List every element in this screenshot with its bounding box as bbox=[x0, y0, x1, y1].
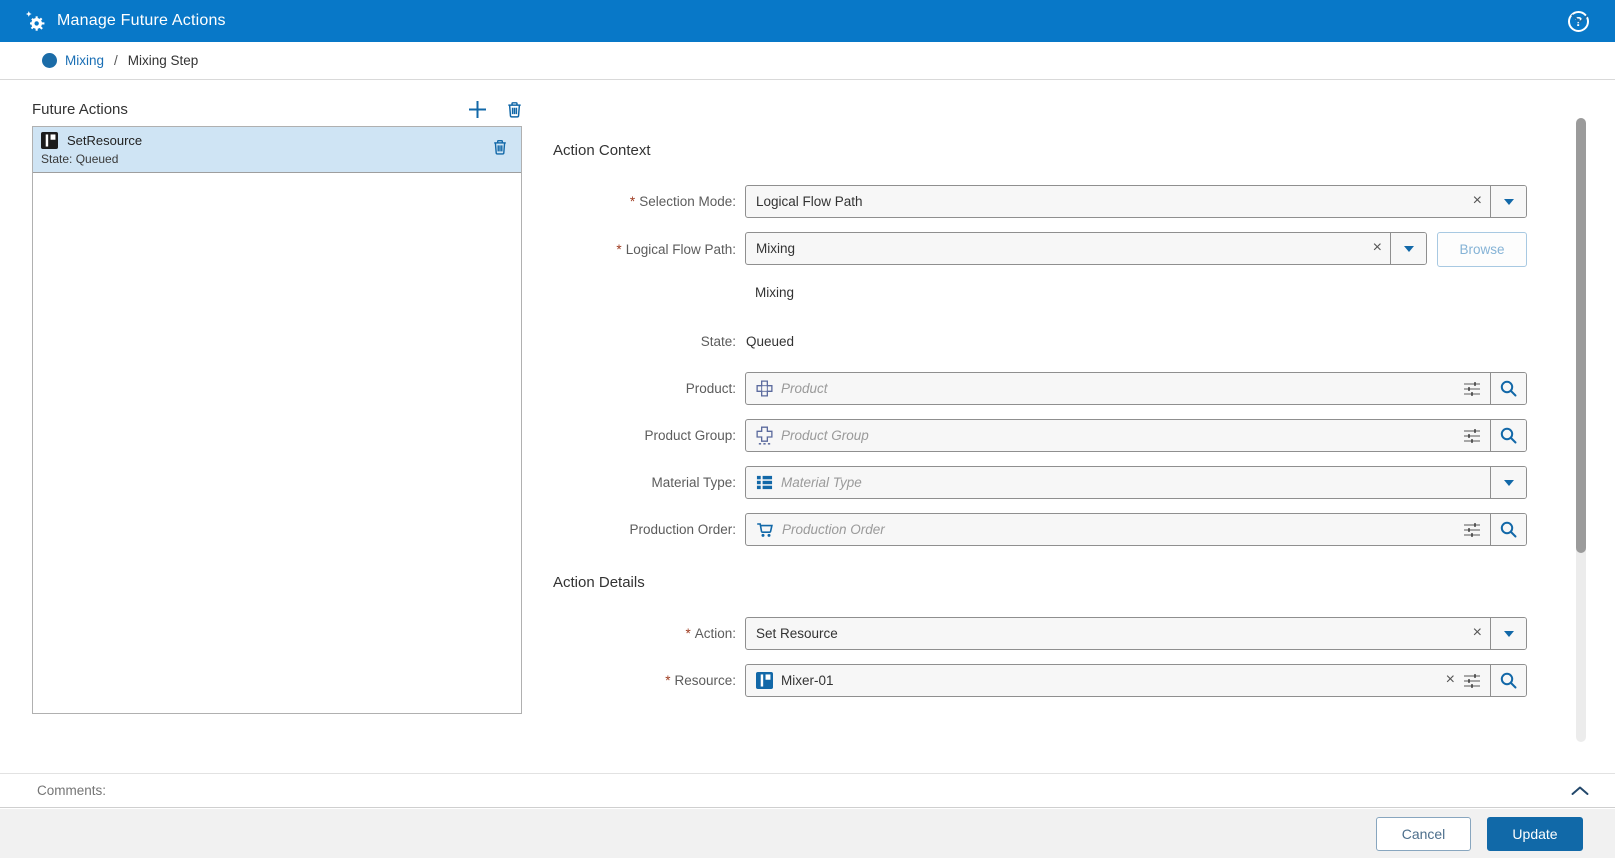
product-search-button[interactable] bbox=[1490, 373, 1526, 404]
page-title: Manage Future Actions bbox=[57, 12, 226, 29]
action-label: Action: bbox=[694, 626, 736, 641]
breadcrumb: Mixing / Mixing Step bbox=[0, 42, 1615, 80]
product-label: Product: bbox=[685, 381, 736, 396]
resource-label: Resource: bbox=[674, 673, 736, 688]
product-input[interactable]: Product bbox=[745, 372, 1527, 405]
selection-mode-combobox[interactable]: Logical Flow Path × bbox=[745, 185, 1527, 218]
clear-icon[interactable]: × bbox=[1445, 670, 1455, 688]
required-marker: * bbox=[629, 194, 636, 209]
product-row: Product: Product bbox=[553, 372, 1527, 405]
material-type-label: Material Type: bbox=[651, 475, 736, 490]
product-group-placeholder: Product Group bbox=[781, 428, 869, 443]
material-type-row: Material Type: Material Type bbox=[553, 466, 1527, 499]
selection-mode-value: Logical Flow Path bbox=[756, 194, 863, 209]
state-row: State: Queued bbox=[553, 334, 1527, 349]
delete-actions-button[interactable] bbox=[507, 101, 522, 118]
action-value: Set Resource bbox=[756, 626, 838, 641]
add-action-button[interactable] bbox=[468, 100, 487, 119]
logical-flow-path-row: * Logical Flow Path: Mixing × Browse bbox=[553, 232, 1527, 267]
vertical-scrollbar[interactable] bbox=[1576, 118, 1586, 742]
action-form: Action Context * Selection Mode: Logical … bbox=[553, 80, 1527, 697]
product-group-label: Product Group: bbox=[644, 428, 736, 443]
logical-flow-path-description-row: Mixing bbox=[553, 285, 1527, 300]
logical-flow-path-combobox[interactable]: Mixing × bbox=[745, 232, 1427, 265]
product-placeholder: Product bbox=[781, 381, 828, 396]
production-order-cart-icon bbox=[756, 522, 774, 538]
material-type-placeholder: Material Type bbox=[781, 475, 862, 490]
future-actions-list: SetResource State: Queued bbox=[32, 126, 522, 714]
action-row: * Action: Set Resource × bbox=[553, 617, 1527, 650]
context-status-icon bbox=[42, 53, 57, 68]
manage-actions-gear-icon bbox=[24, 10, 47, 33]
logical-flow-path-value: Mixing bbox=[756, 241, 796, 256]
list-item-state: State: Queued bbox=[41, 152, 119, 166]
production-order-placeholder: Production Order bbox=[782, 522, 885, 537]
action-dropdown-button[interactable] bbox=[1490, 618, 1526, 649]
product-group-row: Product Group: Product Group bbox=[553, 419, 1527, 452]
material-type-combobox[interactable]: Material Type bbox=[745, 466, 1527, 499]
comments-section[interactable]: Comments: bbox=[0, 773, 1615, 808]
clear-icon[interactable]: × bbox=[1472, 623, 1482, 641]
logical-flow-path-description: Mixing bbox=[755, 285, 795, 300]
filter-icon[interactable] bbox=[1463, 673, 1481, 689]
required-marker: * bbox=[616, 242, 622, 257]
section-action-context: Action Context bbox=[553, 142, 651, 159]
chevron-down-icon bbox=[1503, 630, 1514, 637]
production-order-search-button[interactable] bbox=[1490, 514, 1526, 545]
selection-mode-row: * Selection Mode: Logical Flow Path × bbox=[553, 185, 1527, 218]
logical-flow-path-label: Logical Flow Path: bbox=[625, 242, 736, 257]
chevron-down-icon bbox=[1403, 245, 1414, 252]
required-marker: * bbox=[665, 673, 671, 688]
state-label: State: bbox=[700, 334, 736, 349]
selection-mode-dropdown-button[interactable] bbox=[1490, 186, 1526, 217]
resource-row: * Resource: Mixer-01 × bbox=[553, 664, 1527, 697]
app-header: Manage Future Actions bbox=[0, 0, 1615, 42]
selection-mode-label: Selection Mode: bbox=[639, 194, 736, 209]
filter-icon[interactable] bbox=[1463, 428, 1481, 444]
production-order-row: Production Order: Production Order bbox=[553, 513, 1527, 546]
action-combobox[interactable]: Set Resource × bbox=[745, 617, 1527, 650]
required-marker: * bbox=[685, 626, 691, 641]
product-group-icon bbox=[756, 426, 773, 445]
breadcrumb-current: Mixing Step bbox=[127, 53, 199, 68]
filter-icon[interactable] bbox=[1463, 381, 1481, 397]
list-item-setresource[interactable]: SetResource State: Queued bbox=[33, 127, 521, 173]
delete-item-trash-icon[interactable] bbox=[493, 139, 507, 155]
future-actions-title: Future Actions bbox=[32, 100, 128, 118]
scrollbar-thumb[interactable] bbox=[1576, 118, 1586, 553]
breadcrumb-separator: / bbox=[114, 53, 118, 68]
list-item-name: SetResource bbox=[67, 133, 143, 148]
product-group-search-button[interactable] bbox=[1490, 420, 1526, 451]
chevron-down-icon bbox=[1503, 198, 1514, 205]
resource-icon bbox=[41, 132, 58, 149]
update-button[interactable]: Update bbox=[1487, 816, 1583, 851]
clear-icon[interactable]: × bbox=[1472, 191, 1482, 209]
cancel-button[interactable]: Cancel bbox=[1376, 816, 1471, 851]
future-actions-panel: Future Actions SetResource State: Queued bbox=[32, 96, 522, 714]
state-value: Queued bbox=[746, 334, 795, 349]
footer-action-bar: Cancel Update bbox=[0, 809, 1615, 858]
resource-icon bbox=[756, 672, 773, 689]
resource-value: Mixer-01 bbox=[781, 673, 834, 688]
clear-icon[interactable]: × bbox=[1372, 238, 1382, 256]
filter-icon[interactable] bbox=[1463, 522, 1481, 538]
resource-input[interactable]: Mixer-01 × bbox=[745, 664, 1527, 697]
chevron-down-icon bbox=[1503, 479, 1514, 486]
comments-collapse-chevron-up-icon[interactable] bbox=[1571, 786, 1589, 796]
product-icon bbox=[756, 380, 773, 397]
production-order-input[interactable]: Production Order bbox=[745, 513, 1527, 546]
breadcrumb-collapse-chevron-down-icon[interactable] bbox=[1571, 14, 1589, 24]
production-order-label: Production Order: bbox=[629, 522, 736, 537]
breadcrumb-context-link[interactable]: Mixing bbox=[65, 53, 105, 68]
resource-search-button[interactable] bbox=[1490, 665, 1526, 696]
material-type-list-icon bbox=[756, 474, 773, 491]
material-type-dropdown-button[interactable] bbox=[1490, 467, 1526, 498]
comments-label: Comments: bbox=[37, 783, 107, 798]
section-action-details: Action Details bbox=[553, 574, 645, 591]
logical-flow-path-dropdown-button[interactable] bbox=[1390, 233, 1426, 264]
product-group-input[interactable]: Product Group bbox=[745, 419, 1527, 452]
browse-button[interactable]: Browse bbox=[1437, 232, 1527, 267]
